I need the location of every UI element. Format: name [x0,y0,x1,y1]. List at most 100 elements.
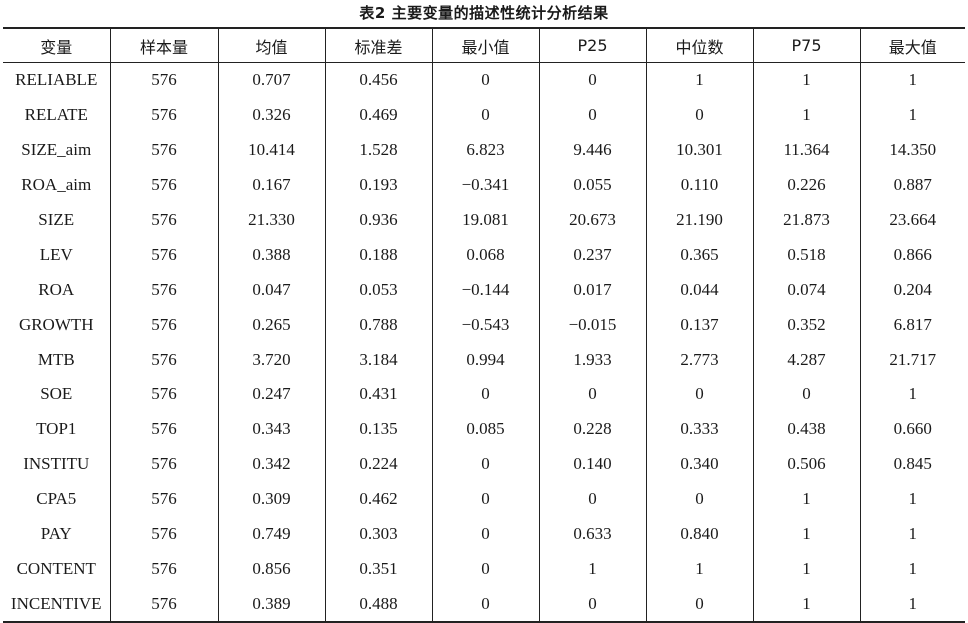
cell-min: −0.341 [431,167,539,203]
cell-median: 0.044 [645,272,753,308]
cell-median: 0.137 [645,307,753,343]
cell-std-dev: 0.351 [324,551,432,587]
cell-median: 0 [645,586,753,623]
table-row: ROA 576 0.047 0.053 −0.144 0.017 0.044 0.074 0.2… [3,272,965,308]
cell-sample-size: 576 [109,202,218,238]
cell-p25: 0 [538,586,646,623]
cell-p75: 0.518 [752,237,860,273]
table-row: RELATE 576 0.326 0.469 0 0 0 1 1 [3,97,965,133]
cell-p75: 1 [752,62,860,98]
cell-min: 0.085 [431,411,539,447]
cell-p25: 0.017 [538,272,646,308]
cell-min: 0.068 [431,237,539,273]
cell-sample-size: 576 [109,551,218,587]
cell-std-dev: 0.488 [324,586,432,623]
cell-min: 0 [431,516,539,552]
cell-std-dev: 0.053 [324,272,432,308]
header-mean: 均值 [217,27,325,63]
header-std-dev: 标准差 [324,27,432,63]
cell-sample-size: 576 [109,237,218,273]
cell-median: 1 [645,551,753,587]
cell-p75: 0.226 [752,167,860,203]
cell-std-dev: 3.184 [324,342,432,378]
descriptive-statistics-table: 变量 样本量 均值 标准差 最小值 P25 中位数 P75 最大值 RELIAB… [3,27,965,623]
cell-mean: 0.342 [217,446,325,482]
cell-min: 0 [431,377,539,412]
table-row: INSTITU 576 0.342 0.224 0 0.140 0.340 0.506 0.84… [3,446,965,482]
cell-variable: INCENTIVE [3,586,110,623]
cell-p25: 0 [538,481,646,517]
cell-p25: 0.633 [538,516,646,552]
cell-p25: 20.673 [538,202,646,238]
cell-variable: INSTITU [23,454,90,474]
cell-max: 1 [859,377,965,412]
table-row: SIZE 576 21.330 0.936 19.081 20.673 21.190 21.8… [3,202,965,238]
cell-p75: 0 [752,377,860,412]
cell-std-dev: 0.469 [324,97,432,133]
cell-median: 0 [645,377,753,412]
cell-mean: 0.167 [217,167,325,203]
header-sample-size: 样本量 [109,27,218,63]
cell-std-dev: 0.193 [324,167,432,203]
cell-min: 0.994 [431,342,539,378]
header-row: 变量 样本量 均值 标准差 最小值 P25 中位数 P75 最大值 [3,27,965,63]
cell-std-dev: 0.188 [324,237,432,273]
header-max: 最大值 [859,27,965,63]
table-body: RELIABLE 576 0.707 0.456 0 0 1 1 1 RELATE 576 0.326… [3,62,965,623]
table-row: ROA_aim 576 0.167 0.193 −0.341 0.055 0.110 0.22… [3,167,965,203]
cell-max: 0.866 [859,237,965,273]
cell-median: 0.840 [645,516,753,552]
table-row: GROWTH 576 0.265 0.788 −0.543 −0.015 0.137 0.35… [3,307,965,343]
cell-max: 1 [859,586,965,623]
cell-sample-size: 576 [109,62,218,98]
cell-median: 0 [645,481,753,517]
cell-variable: LEV [39,244,73,264]
cell-min: 0 [431,446,539,482]
cell-sample-size: 576 [109,516,218,552]
cell-mean: 0.707 [217,62,325,98]
cell-max: 1 [859,481,965,517]
cell-min: 0 [431,586,539,623]
cell-min: −0.543 [431,307,539,343]
cell-mean: 0.247 [217,377,325,412]
cell-variable: ROA_aim [21,175,92,195]
cell-max: 0.204 [859,272,965,308]
cell-min: 6.823 [431,132,539,168]
cell-p75: 0.352 [752,307,860,343]
cell-mean: 0.856 [217,551,325,587]
cell-variable: GROWTH [18,314,94,334]
cell-p75: 0.438 [752,411,860,447]
cell-max: 21.717 [859,342,965,378]
header-median: 中位数 [645,27,753,63]
cell-std-dev: 0.224 [324,446,432,482]
cell-variable: CONTENT [16,558,96,578]
cell-sample-size: 576 [109,377,218,412]
cell-min: 0 [431,481,539,517]
cell-sample-size: 576 [109,97,218,133]
table-row: CPA5 576 0.309 0.462 0 0 0 1 1 [3,481,965,517]
cell-mean: 0.309 [217,481,325,517]
table-row: LEV 576 0.388 0.188 0.068 0.237 0.365 0.518 0.86… [3,237,965,273]
cell-median: 1 [645,62,753,98]
cell-mean: 0.265 [217,307,325,343]
header-p25: P25 [538,27,646,63]
cell-sample-size: 576 [109,307,218,343]
cell-std-dev: 0.135 [324,411,432,447]
cell-variable: SOE [40,384,73,404]
cell-max: 1 [859,551,965,587]
cell-sample-size: 576 [109,481,218,517]
cell-median: 0 [645,97,753,133]
cell-p75: 11.364 [752,132,860,168]
cell-p75: 1 [752,481,860,517]
cell-max: 0.845 [859,446,965,482]
table-caption: 表2 主要变量的描述性统计分析结果 [359,4,609,22]
cell-max: 14.350 [859,132,965,168]
cell-min: −0.144 [431,272,539,308]
header-variable: 变量 [3,27,110,63]
table-row: RELIABLE 576 0.707 0.456 0 0 1 1 1 [3,62,965,98]
cell-p75: 0.506 [752,446,860,482]
cell-p25: 0.055 [538,167,646,203]
cell-min: 19.081 [431,202,539,238]
cell-p25: 0 [538,377,646,412]
cell-p25: −0.015 [538,307,646,343]
